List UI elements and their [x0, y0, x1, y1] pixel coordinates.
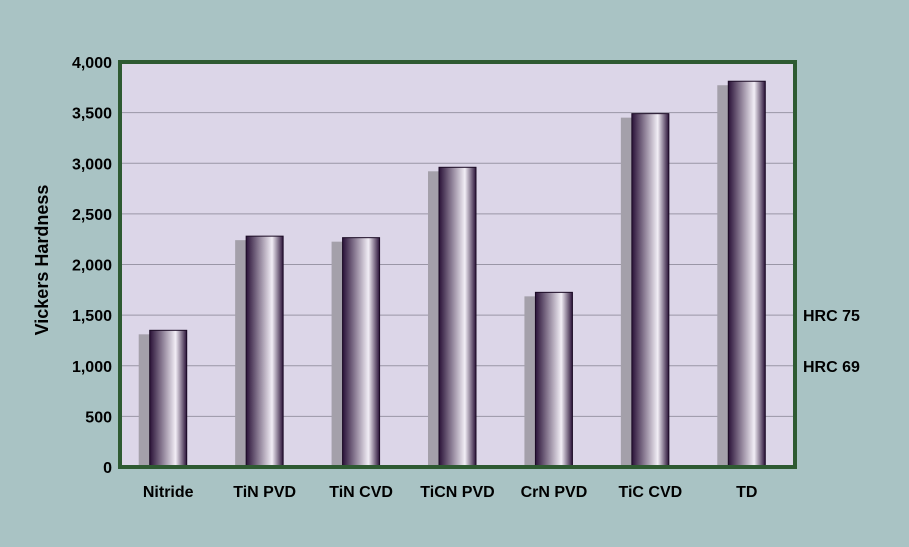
y-tick-label: 500: [85, 409, 112, 426]
y-tick-label: 2,500: [72, 207, 112, 224]
y-tick-label: 0: [103, 460, 112, 477]
plot-border: [118, 60, 797, 469]
bar: [342, 237, 381, 468]
bar: [245, 235, 284, 468]
bar: [534, 291, 573, 468]
bar: [727, 80, 766, 468]
x-tick-labels: Nitride TiN PVD TiN CVD TiCN PVD CrN PVD TiC …: [143, 484, 758, 501]
bars: [138, 80, 766, 468]
bar: [438, 166, 477, 468]
bar: [631, 113, 670, 468]
x-tick-label: TiN CVD: [329, 484, 393, 501]
x-tick-label: TiCN PVD: [420, 484, 494, 501]
y-tick-label: 1,500: [72, 308, 112, 325]
y-tick-label: 4,000: [72, 55, 112, 72]
x-tick-label: TiN PVD: [233, 484, 296, 501]
y-tick-label: 3,500: [72, 106, 112, 123]
y-tick-label: 3,000: [72, 156, 112, 173]
y-tick-labels: 0 500 1,000 1,500 2,000 2,500 3,000 3,500 4,000: [72, 55, 112, 477]
x-tick-label: Nitride: [143, 484, 194, 501]
x-tick-label: TiC CVD: [618, 484, 682, 501]
y-tick-label: 2,000: [72, 258, 112, 275]
x-tick-label: CrN PVD: [521, 484, 588, 501]
hrc-annotation: HRC 69: [803, 359, 860, 376]
bar: [149, 329, 188, 468]
x-tick-label: TD: [736, 484, 757, 501]
annotations: HRC 75 HRC 69: [803, 308, 860, 376]
y-tick-label: 1,000: [72, 359, 112, 376]
hrc-annotation: HRC 75: [803, 308, 860, 325]
y-axis-label: Vickers Hardness: [32, 185, 52, 336]
